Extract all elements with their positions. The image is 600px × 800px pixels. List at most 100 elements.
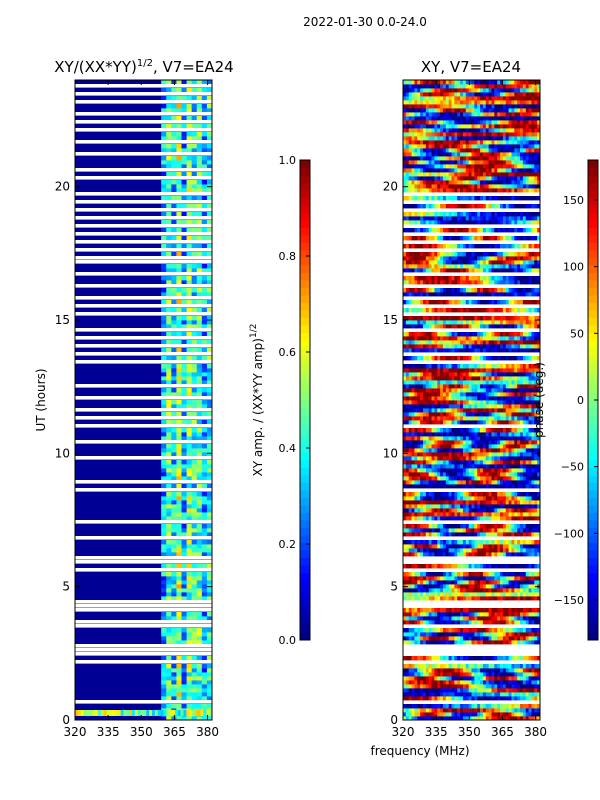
amplitude-cell bbox=[196, 524, 203, 529]
amplitude-cell bbox=[181, 332, 187, 337]
phase-cell bbox=[405, 564, 410, 569]
phase-cell bbox=[403, 544, 407, 549]
phase-cell bbox=[505, 628, 509, 633]
phase-cell bbox=[494, 500, 498, 505]
amplitude-cell bbox=[171, 628, 177, 633]
amplitude-cell bbox=[196, 552, 203, 557]
phase-cell bbox=[522, 348, 527, 353]
amplitude-cell bbox=[161, 664, 167, 669]
phase-cell bbox=[451, 460, 455, 465]
phase-cell bbox=[451, 468, 455, 473]
phase-data-gap bbox=[403, 644, 540, 648]
colorbar-segment bbox=[300, 407, 310, 416]
phase-cell bbox=[537, 400, 540, 405]
phase-cell bbox=[460, 512, 464, 517]
phase-cell bbox=[465, 368, 470, 373]
phase-cell bbox=[403, 524, 407, 529]
phase-cell bbox=[522, 576, 527, 581]
amplitude-cell bbox=[181, 236, 187, 241]
phase-cell bbox=[528, 548, 532, 553]
phase-cell bbox=[497, 572, 501, 577]
phase-cell bbox=[517, 472, 521, 477]
phase-cell bbox=[414, 620, 418, 625]
phase-cell bbox=[491, 436, 495, 441]
phase-cell bbox=[488, 684, 492, 689]
phase-cell bbox=[462, 344, 467, 349]
phase-cell bbox=[485, 428, 490, 433]
phase-cell bbox=[408, 544, 412, 549]
amplitude-cell bbox=[186, 280, 193, 285]
amplitude-cell bbox=[191, 448, 198, 453]
phase-cell bbox=[431, 608, 435, 613]
amplitude-data-gap bbox=[75, 200, 212, 204]
phase-cell bbox=[494, 368, 498, 373]
phase-cell bbox=[480, 548, 484, 553]
phase-cell bbox=[431, 392, 435, 397]
phase-cell bbox=[494, 688, 498, 693]
phase-cell bbox=[454, 592, 458, 597]
phase-cell bbox=[434, 676, 438, 681]
phase-cell bbox=[414, 716, 418, 720]
phase-cell bbox=[482, 376, 487, 381]
amplitude-cell bbox=[161, 124, 167, 129]
phase-cell bbox=[517, 464, 521, 469]
phase-cell bbox=[425, 376, 430, 381]
phase-cell bbox=[437, 436, 441, 441]
phase-cell bbox=[474, 484, 478, 489]
phase-cell bbox=[494, 356, 498, 361]
phase-cell bbox=[462, 528, 467, 533]
phase-cell bbox=[525, 468, 529, 473]
amplitude-cell bbox=[201, 612, 208, 617]
phase-cell bbox=[422, 432, 427, 437]
phase-cell bbox=[480, 676, 484, 681]
phase-cell bbox=[502, 636, 507, 641]
phase-cell bbox=[468, 364, 472, 369]
phase-cell bbox=[460, 584, 464, 589]
phase-cell bbox=[468, 672, 472, 677]
phase-cell bbox=[502, 376, 507, 381]
phase-cell bbox=[460, 480, 464, 485]
phase-cell bbox=[494, 616, 498, 621]
phase-cell bbox=[474, 480, 478, 485]
amplitude-cell bbox=[206, 308, 212, 313]
phase-cell bbox=[460, 468, 464, 473]
phase-cell bbox=[442, 548, 447, 553]
amplitude-cell bbox=[176, 628, 182, 633]
phase-cell bbox=[497, 708, 501, 713]
amplitude-cell bbox=[161, 680, 167, 685]
amplitude-cell bbox=[171, 356, 177, 361]
phase-cell bbox=[488, 500, 492, 505]
phase-cell bbox=[428, 456, 432, 461]
phase-cell bbox=[417, 504, 421, 509]
amplitude-cell bbox=[186, 596, 193, 601]
phase-cell bbox=[517, 364, 521, 369]
phase-cell bbox=[522, 712, 527, 717]
amplitude-cell bbox=[176, 668, 182, 673]
phase-cell bbox=[500, 468, 504, 473]
phase-cell bbox=[511, 436, 515, 441]
phase-cell bbox=[497, 512, 501, 517]
phase-cell bbox=[497, 496, 501, 501]
phase-cell bbox=[405, 712, 410, 717]
phase-cell bbox=[405, 596, 410, 601]
phase-cell bbox=[414, 552, 418, 557]
phase-cell bbox=[451, 436, 455, 441]
phase-cell bbox=[474, 680, 478, 685]
phase-cell bbox=[525, 588, 529, 593]
phase-cell bbox=[482, 484, 487, 489]
phase-cell bbox=[411, 632, 415, 637]
amplitude-cell bbox=[161, 464, 167, 469]
phase-cell bbox=[520, 400, 524, 405]
amplitude-cell bbox=[196, 356, 203, 361]
amplitude-cell bbox=[186, 400, 193, 405]
phase-cell bbox=[411, 440, 415, 445]
phase-cell bbox=[497, 676, 501, 681]
amplitude-cell bbox=[171, 136, 177, 141]
phase-cell bbox=[448, 408, 452, 413]
phase-cell bbox=[511, 616, 515, 621]
amplitude-cell bbox=[201, 332, 208, 337]
phase-cell bbox=[434, 708, 438, 713]
phase-cell bbox=[414, 440, 418, 445]
phase-cell bbox=[460, 420, 464, 425]
amplitude-cell bbox=[171, 688, 177, 693]
